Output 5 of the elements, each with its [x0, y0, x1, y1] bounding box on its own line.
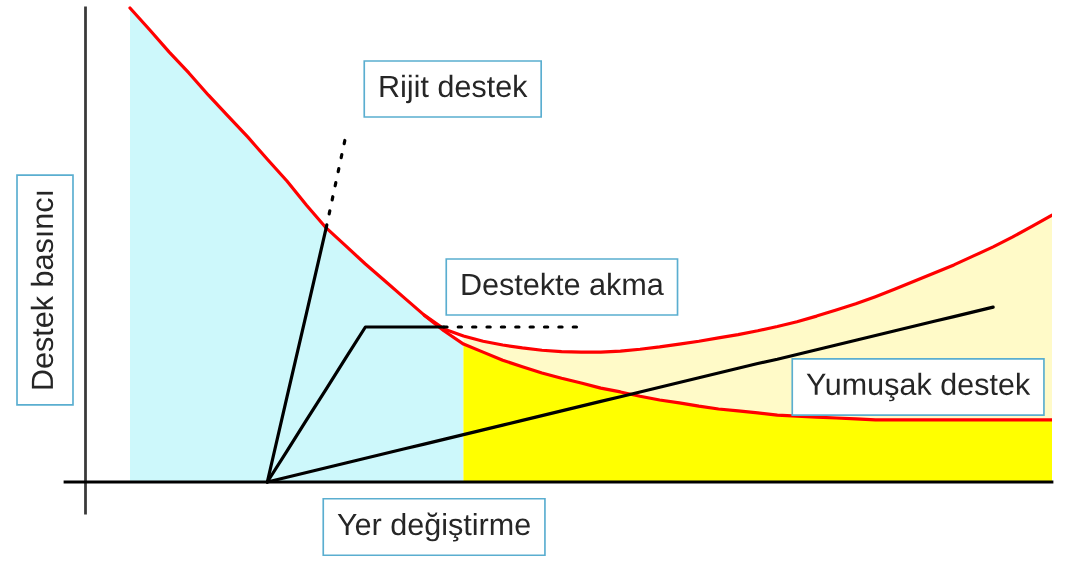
annotation: Yumuşak destek [806, 372, 1031, 402]
x-axis-title: Yer değiştirme [337, 512, 530, 542]
annotation: Destekte akma [462, 272, 664, 296]
annotation: Rijit destek [380, 74, 528, 104]
y-axis-title: Destek basıncı [30, 191, 54, 389]
